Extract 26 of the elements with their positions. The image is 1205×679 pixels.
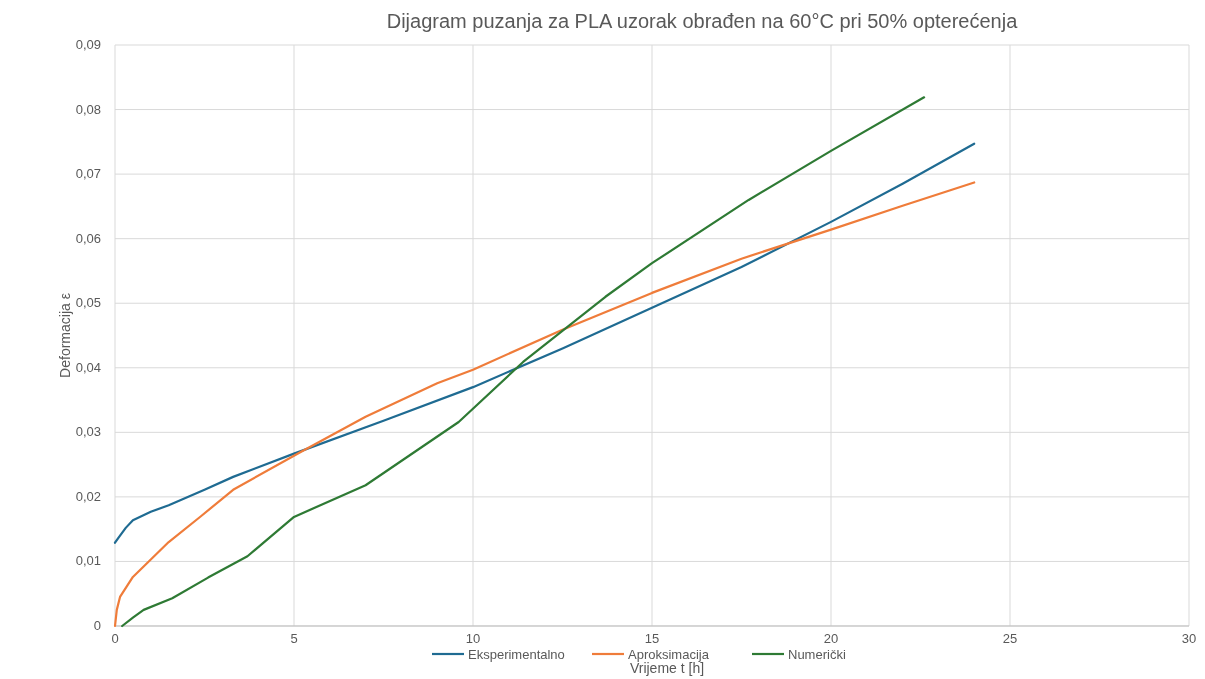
y-tick-label: 0,01 [75,553,101,569]
x-tick-label: 30 [1181,631,1197,646]
y-tick-label: 0,06 [75,230,101,246]
y-tick-label: 0,09 [75,37,101,52]
x-axis-title: Vrijeme t [h] [629,660,705,676]
chart-title: Dijagram puzanja za PLA uzorak obrađen na 60°C pri 50% opterećenja [386,10,1019,32]
y-tick-label: 0,03 [75,424,101,440]
line-series [121,96,926,628]
y-tick-label: 0,08 [75,101,101,117]
y-tick-label: 0,04 [75,359,101,375]
y-tick-label: 0 [93,618,101,633]
x-tick-label: 20 [823,631,839,646]
line-series [113,142,976,544]
x-tick-label: 0 [111,631,119,646]
x-tick-label: 15 [644,631,660,646]
x-tick-label: 25 [1002,631,1018,646]
legend-label: Aproksimacija [628,647,710,662]
x-tick-label: 5 [290,631,298,646]
y-tick-label: 0,02 [75,488,101,504]
y-tick-label: 0,05 [75,295,101,311]
line-series [113,181,976,628]
x-tick-label: 10 [465,631,481,646]
y-tick-label: 0,07 [75,166,101,182]
y-axis-title: Deformacija ε [57,293,73,378]
legend-label: Numerički [788,647,846,662]
legend-label: Eksperimentalno [468,647,565,662]
